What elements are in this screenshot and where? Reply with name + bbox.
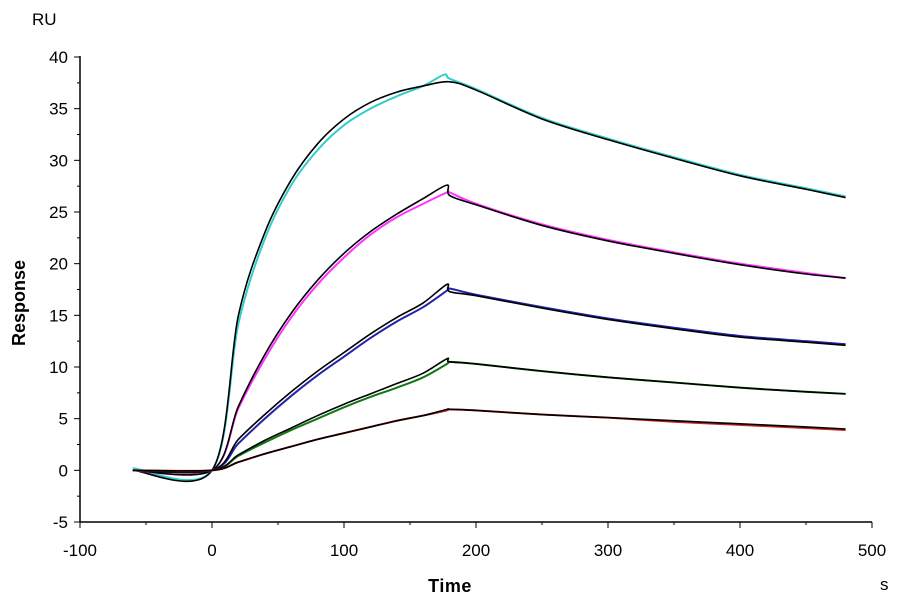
y-tick-label: 30 [49, 151, 68, 170]
x-tick-label: 100 [330, 541, 358, 560]
x-axis-title: Time [428, 576, 472, 596]
y-axis-title: Response [9, 260, 29, 346]
x-tick-label: 400 [726, 541, 754, 560]
fit-curve-line [132, 283, 846, 474]
sensorgram-line [132, 190, 846, 476]
fit-curve-line [132, 184, 846, 476]
y-tick-label: -5 [53, 513, 68, 532]
x-tick-label: 500 [858, 541, 886, 560]
x-tick-label: -100 [63, 541, 97, 560]
y-tick-label: 20 [49, 255, 68, 274]
y-tick-label: 5 [59, 410, 68, 429]
y-tick-label: 25 [49, 203, 68, 222]
fit-curve-line [132, 357, 846, 473]
x-tick-label: 200 [462, 541, 490, 560]
y-tick-label: 40 [49, 48, 68, 67]
sensorgram-line [132, 73, 846, 482]
y-tick-label: 15 [49, 306, 68, 325]
y-tick-label: 10 [49, 358, 68, 377]
x-unit-label: s [880, 575, 889, 594]
fit-curve-line [132, 80, 846, 483]
ticks-layer: -5 0 5 10 15 20 25 30 35 40 -100 0 100 200 300 400 500 [49, 48, 886, 560]
y-unit-label: RU [32, 10, 57, 29]
series-layer [132, 73, 846, 483]
sensorgram-line [132, 287, 846, 474]
axes-layer [79, 56, 872, 523]
fit-curve-line [132, 408, 846, 472]
y-tick-label: 0 [59, 461, 68, 480]
x-tick-label: 300 [594, 541, 622, 560]
x-tick-label: 0 [207, 541, 216, 560]
y-tick-label: 35 [49, 100, 68, 119]
